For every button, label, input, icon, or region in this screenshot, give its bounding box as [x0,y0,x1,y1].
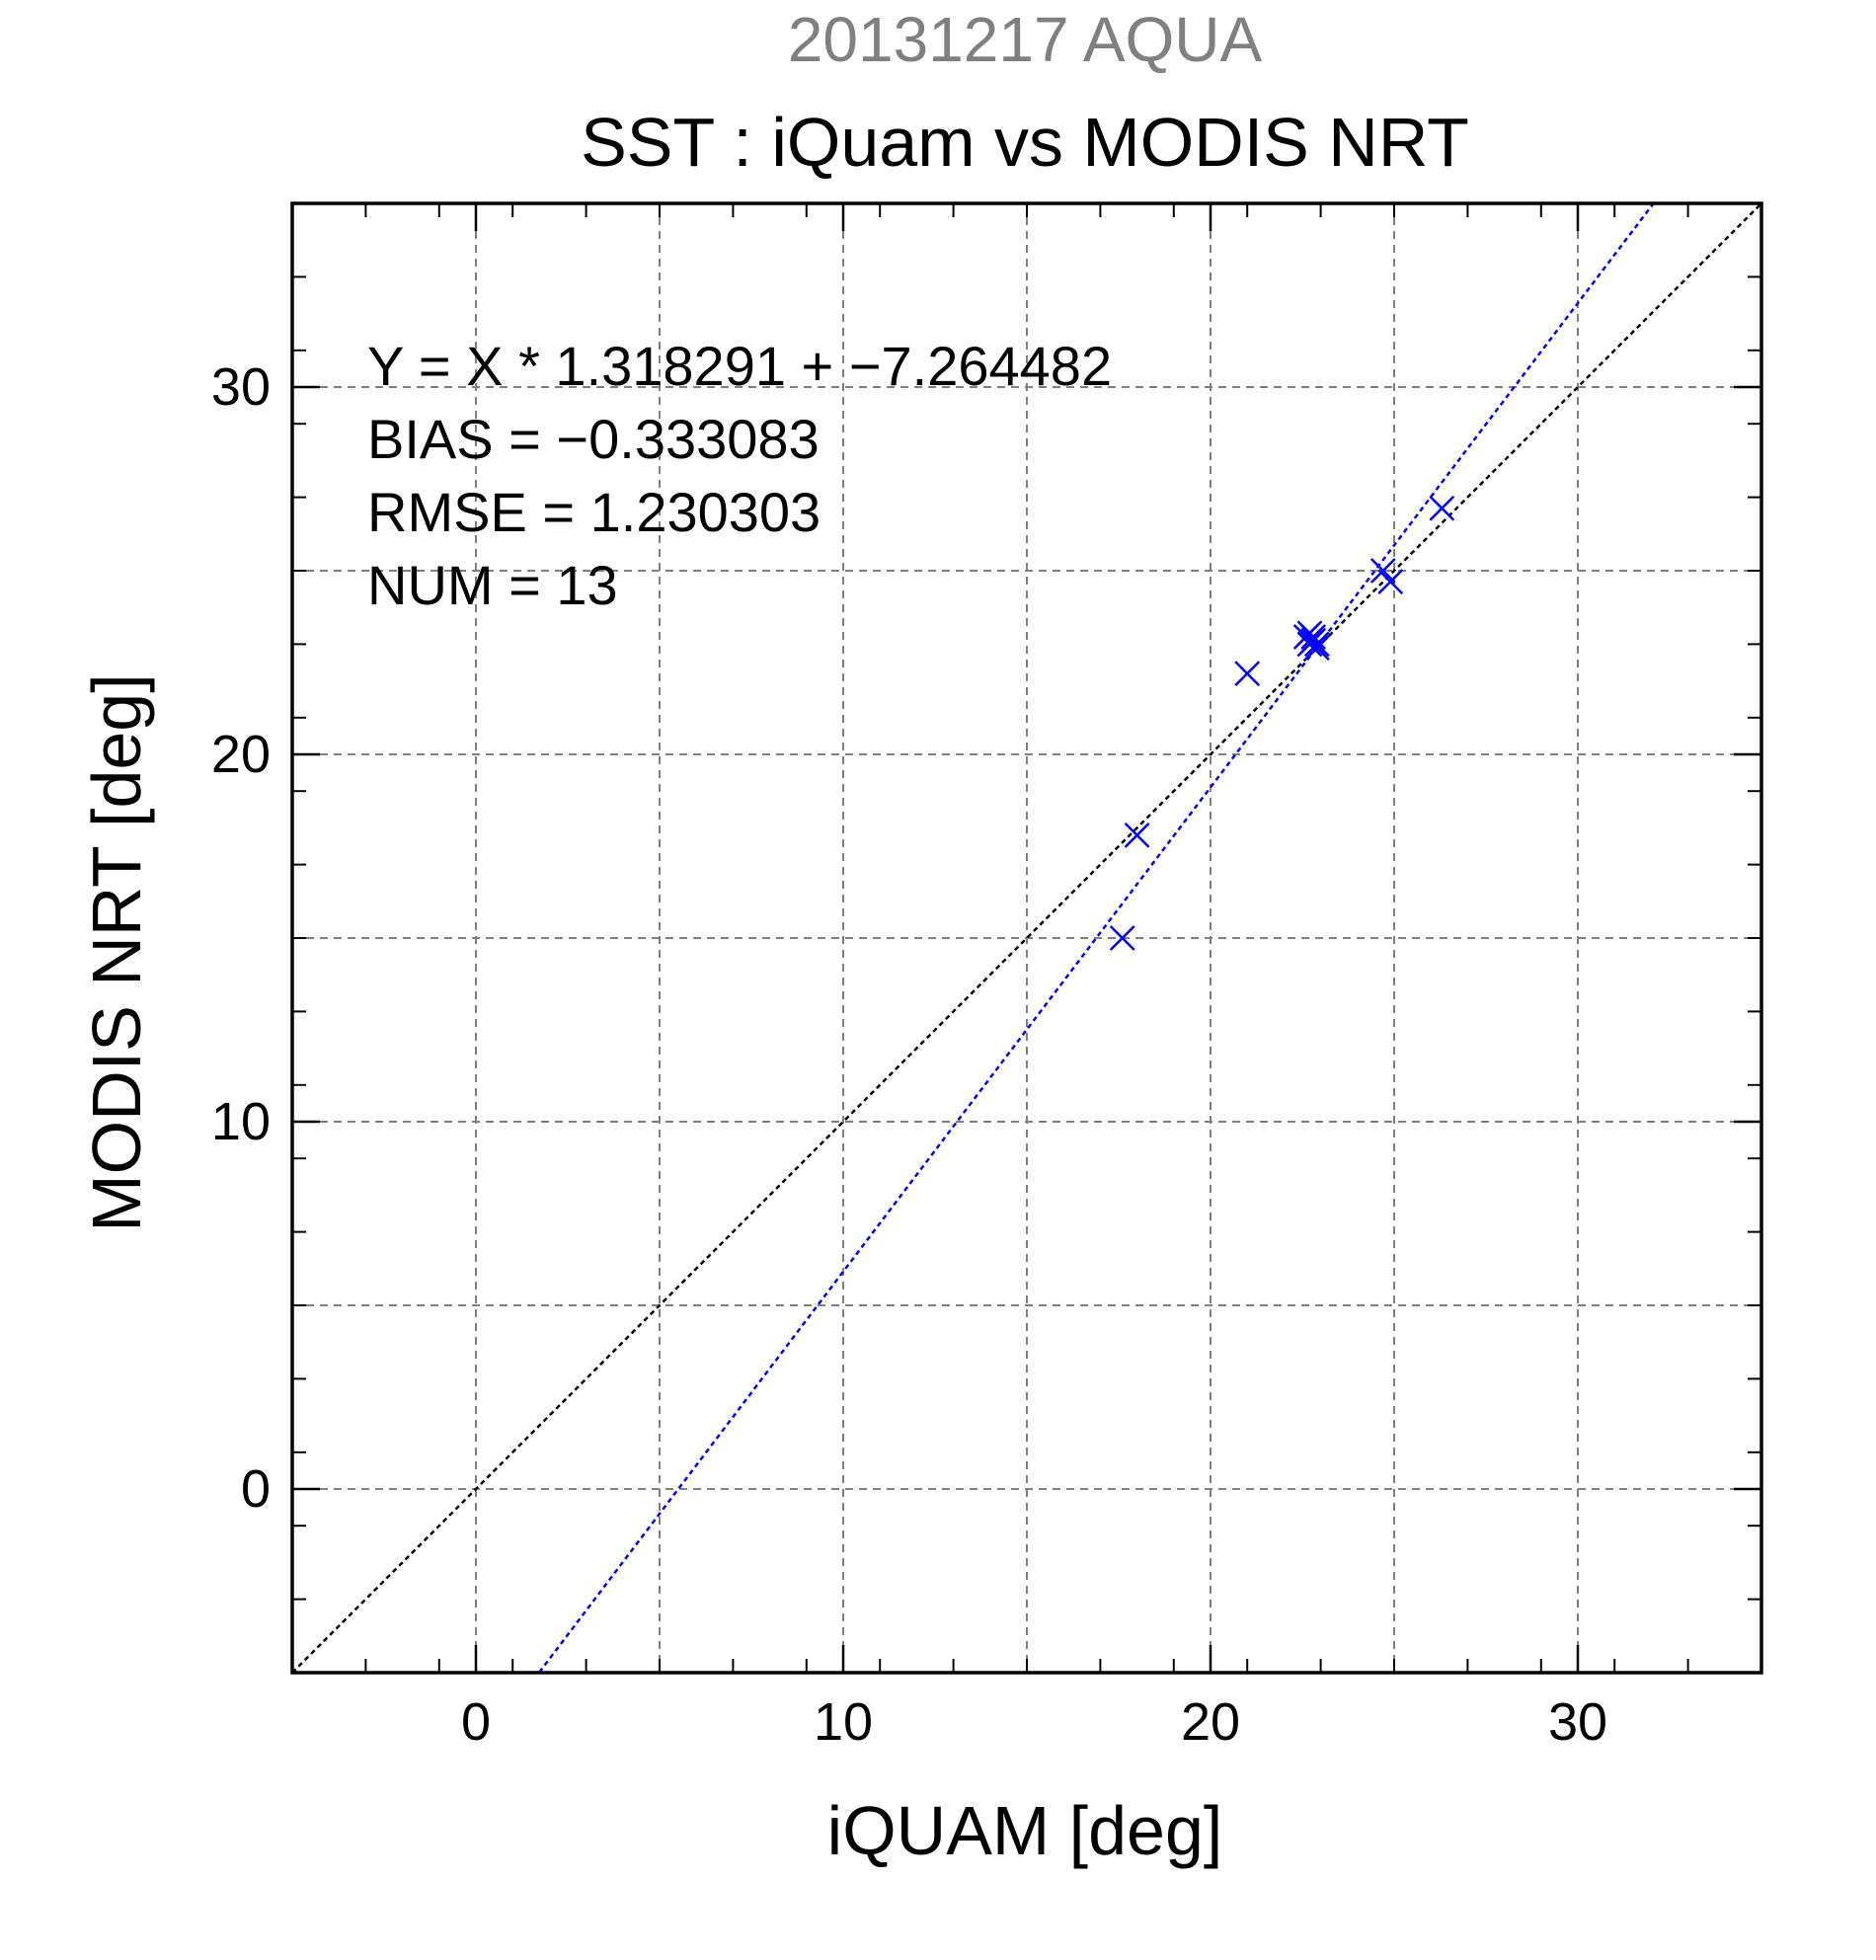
data-point [1300,624,1327,650]
data-point [1369,558,1396,584]
data-point-stroke [1377,569,1404,595]
data-point [1234,661,1261,687]
data-point-stroke [1429,495,1455,521]
y-axis-label: MODIS NRT [deg] [78,673,155,1231]
stats-annotation: Y = X * 1.318291 + −7.264482 BIAS = −0.33… [367,335,1112,616]
axis-ticks: 0 10 20 30 0 10 20 30 [211,202,1762,1752]
stats-line: BIAS = −0.333083 [367,408,820,470]
stats-line: RMSE = 1.230303 [367,481,821,543]
data-point-stroke [1303,635,1330,662]
grid-lines [292,203,1761,1673]
stats-line: NUM = 13 [367,554,618,616]
stats-line: Y = X * 1.318291 + −7.264482 [367,335,1112,397]
data-point [1124,822,1150,848]
x-tick-label: 20 [1181,1692,1240,1752]
y-tick-label: 20 [211,725,271,784]
y-tick-label: 10 [211,1092,271,1151]
chart-title: SST : iQuam vs MODIS NRT [581,104,1469,181]
x-tick-label: 10 [814,1692,873,1752]
y-tick-label: 30 [211,357,271,417]
data-point [1429,495,1455,521]
data-point [1377,569,1404,595]
data-point-stroke [1300,624,1327,650]
chart-date-title: 20131217 AQUA [788,4,1263,75]
data-point-stroke [1303,631,1330,658]
x-tick-label: 30 [1548,1692,1607,1752]
data-point-stroke [1109,925,1135,951]
data-point [1303,631,1330,658]
data-point [1109,925,1135,951]
x-tick-label: 0 [461,1692,491,1752]
y-tick-label: 0 [241,1459,271,1519]
data-point-stroke [1369,558,1396,584]
data-point-stroke [1234,661,1261,687]
data-points [1109,495,1455,951]
x-axis-label: iQUAM [deg] [827,1792,1223,1869]
data-point-stroke [1124,822,1150,848]
